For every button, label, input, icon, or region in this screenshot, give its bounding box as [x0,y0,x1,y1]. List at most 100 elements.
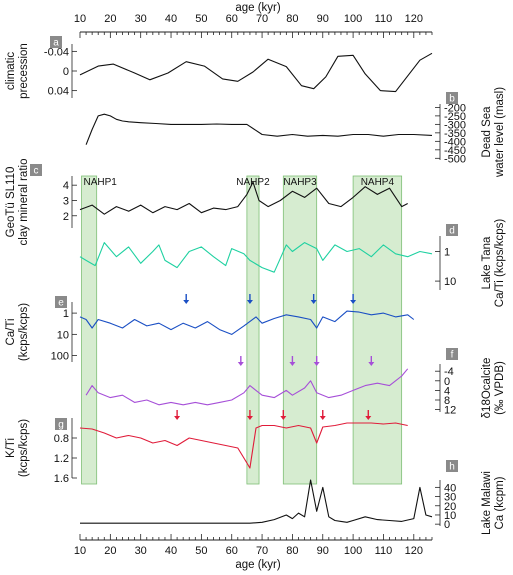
series-line-c [79,181,408,215]
x-tick-label: 50 [195,13,207,25]
y-tick-label: 1.2 [54,453,69,465]
panel-badge [30,164,42,176]
x-tick-label: 90 [317,545,329,557]
y-tick-label: -4 [444,366,454,378]
x-tick-label: 120 [405,13,423,25]
event-arrow-head [310,300,317,304]
panel-letter: g [58,420,64,431]
panel-b: -200-250-300-350-400-450-500 Dead Seawate… [85,87,506,178]
y-axis-title: δ18Ocalcite(‰ VPDB) [481,358,506,419]
y-tick-label: 4 [444,385,450,397]
panel-letter: b [449,94,455,105]
event-arrow-head [368,362,375,366]
nahp-band [282,175,318,485]
series-line-d [79,242,433,273]
x-tick-label: 80 [286,13,298,25]
event-arrow-head [237,362,244,366]
panel-badge [446,92,458,104]
panel-letter: e [58,298,64,309]
x-tick-label: 100 [344,13,362,25]
panel-letter: d [449,226,455,237]
x-tick-label: 20 [104,13,116,25]
x-tick-label: 30 [135,545,147,557]
nahp-band [81,175,98,485]
y-tick-label: 10 [444,276,456,288]
x-tick-label: 120 [405,545,423,557]
series-line-f [85,368,409,406]
y-tick-label: 0 [63,66,69,78]
y-tick-label: 0 [444,376,450,388]
y-tick-label: -200 [444,102,466,114]
panel-g: 0.8 1.2 1.6 K/Ti(kcps/kcps) g [5,418,408,485]
panels-layer: -0.04 0 0.04 climaticprecession a -200-250-30… [5,36,506,535]
event-arrow-head [313,362,320,366]
x-axis-title-bottom: age (kyr) [235,559,281,571]
y-tick-label: 8 [444,395,450,407]
nahp-label: NAHP4 [361,177,395,188]
x-tick-label: 100 [344,545,362,557]
series-line-a [79,52,433,93]
panel-badge [446,460,458,472]
series-line-b [85,113,433,145]
x-tick-label: 60 [226,545,238,557]
event-arrow-head [183,300,190,304]
x-tick-label: 90 [317,13,329,25]
y-axis-title: climaticprecession [5,43,30,99]
x-tick-label: 10 [74,13,86,25]
y-tick-label: -250 [444,111,466,123]
panel-letter: h [449,462,455,473]
panel-e: 1 10 100 Ca/Ti(kcps/kcps) e [5,296,415,363]
y-tick-label: 0.04 [48,86,69,98]
y-axis-title: Ca/Ti(kcps/kcps) [5,303,30,361]
x-tick-label: 30 [135,13,147,25]
nahp-band [246,175,260,485]
y-tick-label: 1.6 [54,473,69,485]
x-tick-label: 60 [226,13,238,25]
event-arrow-head [246,416,253,420]
y-tick-label: -0.04 [44,46,69,58]
y-tick-label: 12 [444,405,456,417]
x-axis-title-top: age (kyr) [235,2,281,14]
event-arrow-head [319,416,326,420]
y-tick-label: 100 [51,351,69,363]
series-line-e [79,310,415,335]
y-tick-label: 30 [444,492,456,504]
panel-badge [55,418,67,430]
y-axis-title: GeoTü SL110clay mineral ratio [5,159,30,246]
event-arrow-head [174,416,181,420]
x-tick-label: 70 [256,13,268,25]
y-tick-label: 20 [444,501,456,513]
y-axis-title: Lake MalawiCa (kcpm) [481,471,506,535]
x-tick-label: 110 [375,545,393,557]
event-arrow-head [246,300,253,304]
x-tick-label: 40 [165,545,177,557]
panel-c: 4 3 2 GeoTü SL110clay mineral ratio c [5,159,408,246]
x-tick-label: 20 [104,545,116,557]
x-tick-label: 80 [286,545,298,557]
x-tick-label: 10 [74,545,86,557]
nahp-band [352,175,403,485]
y-tick-label: 10 [57,329,69,341]
y-tick-label: -500 [444,153,466,165]
nahp-label: NAHP3 [283,177,317,188]
x-tick-label: 50 [195,545,207,557]
panel-badge [446,348,458,360]
y-axis-title: K/Ti(kcps/kcps) [5,419,30,477]
panel-badge [50,36,62,48]
event-arrow-head [365,416,372,420]
y-tick-label: 4 [63,180,69,192]
y-axis-title: Lake TanaCa/Ti (kcps/kcps) [481,219,506,308]
panel-letter: f [451,350,454,361]
y-tick-label: 0 [444,519,450,531]
series-line-h [80,479,433,524]
y-tick-label: 2 [63,211,69,223]
panel-badge [446,224,458,236]
y-tick-label: -300 [444,119,466,131]
x-tick-label: 70 [256,545,268,557]
y-tick-label: 1 [63,308,69,320]
panel-badge [55,296,67,308]
panel-letter: c [34,166,39,177]
panel-d: 1 10 Lake TanaCa/Ti (kcps/kcps) d [79,219,506,308]
series-line-g [79,422,408,469]
